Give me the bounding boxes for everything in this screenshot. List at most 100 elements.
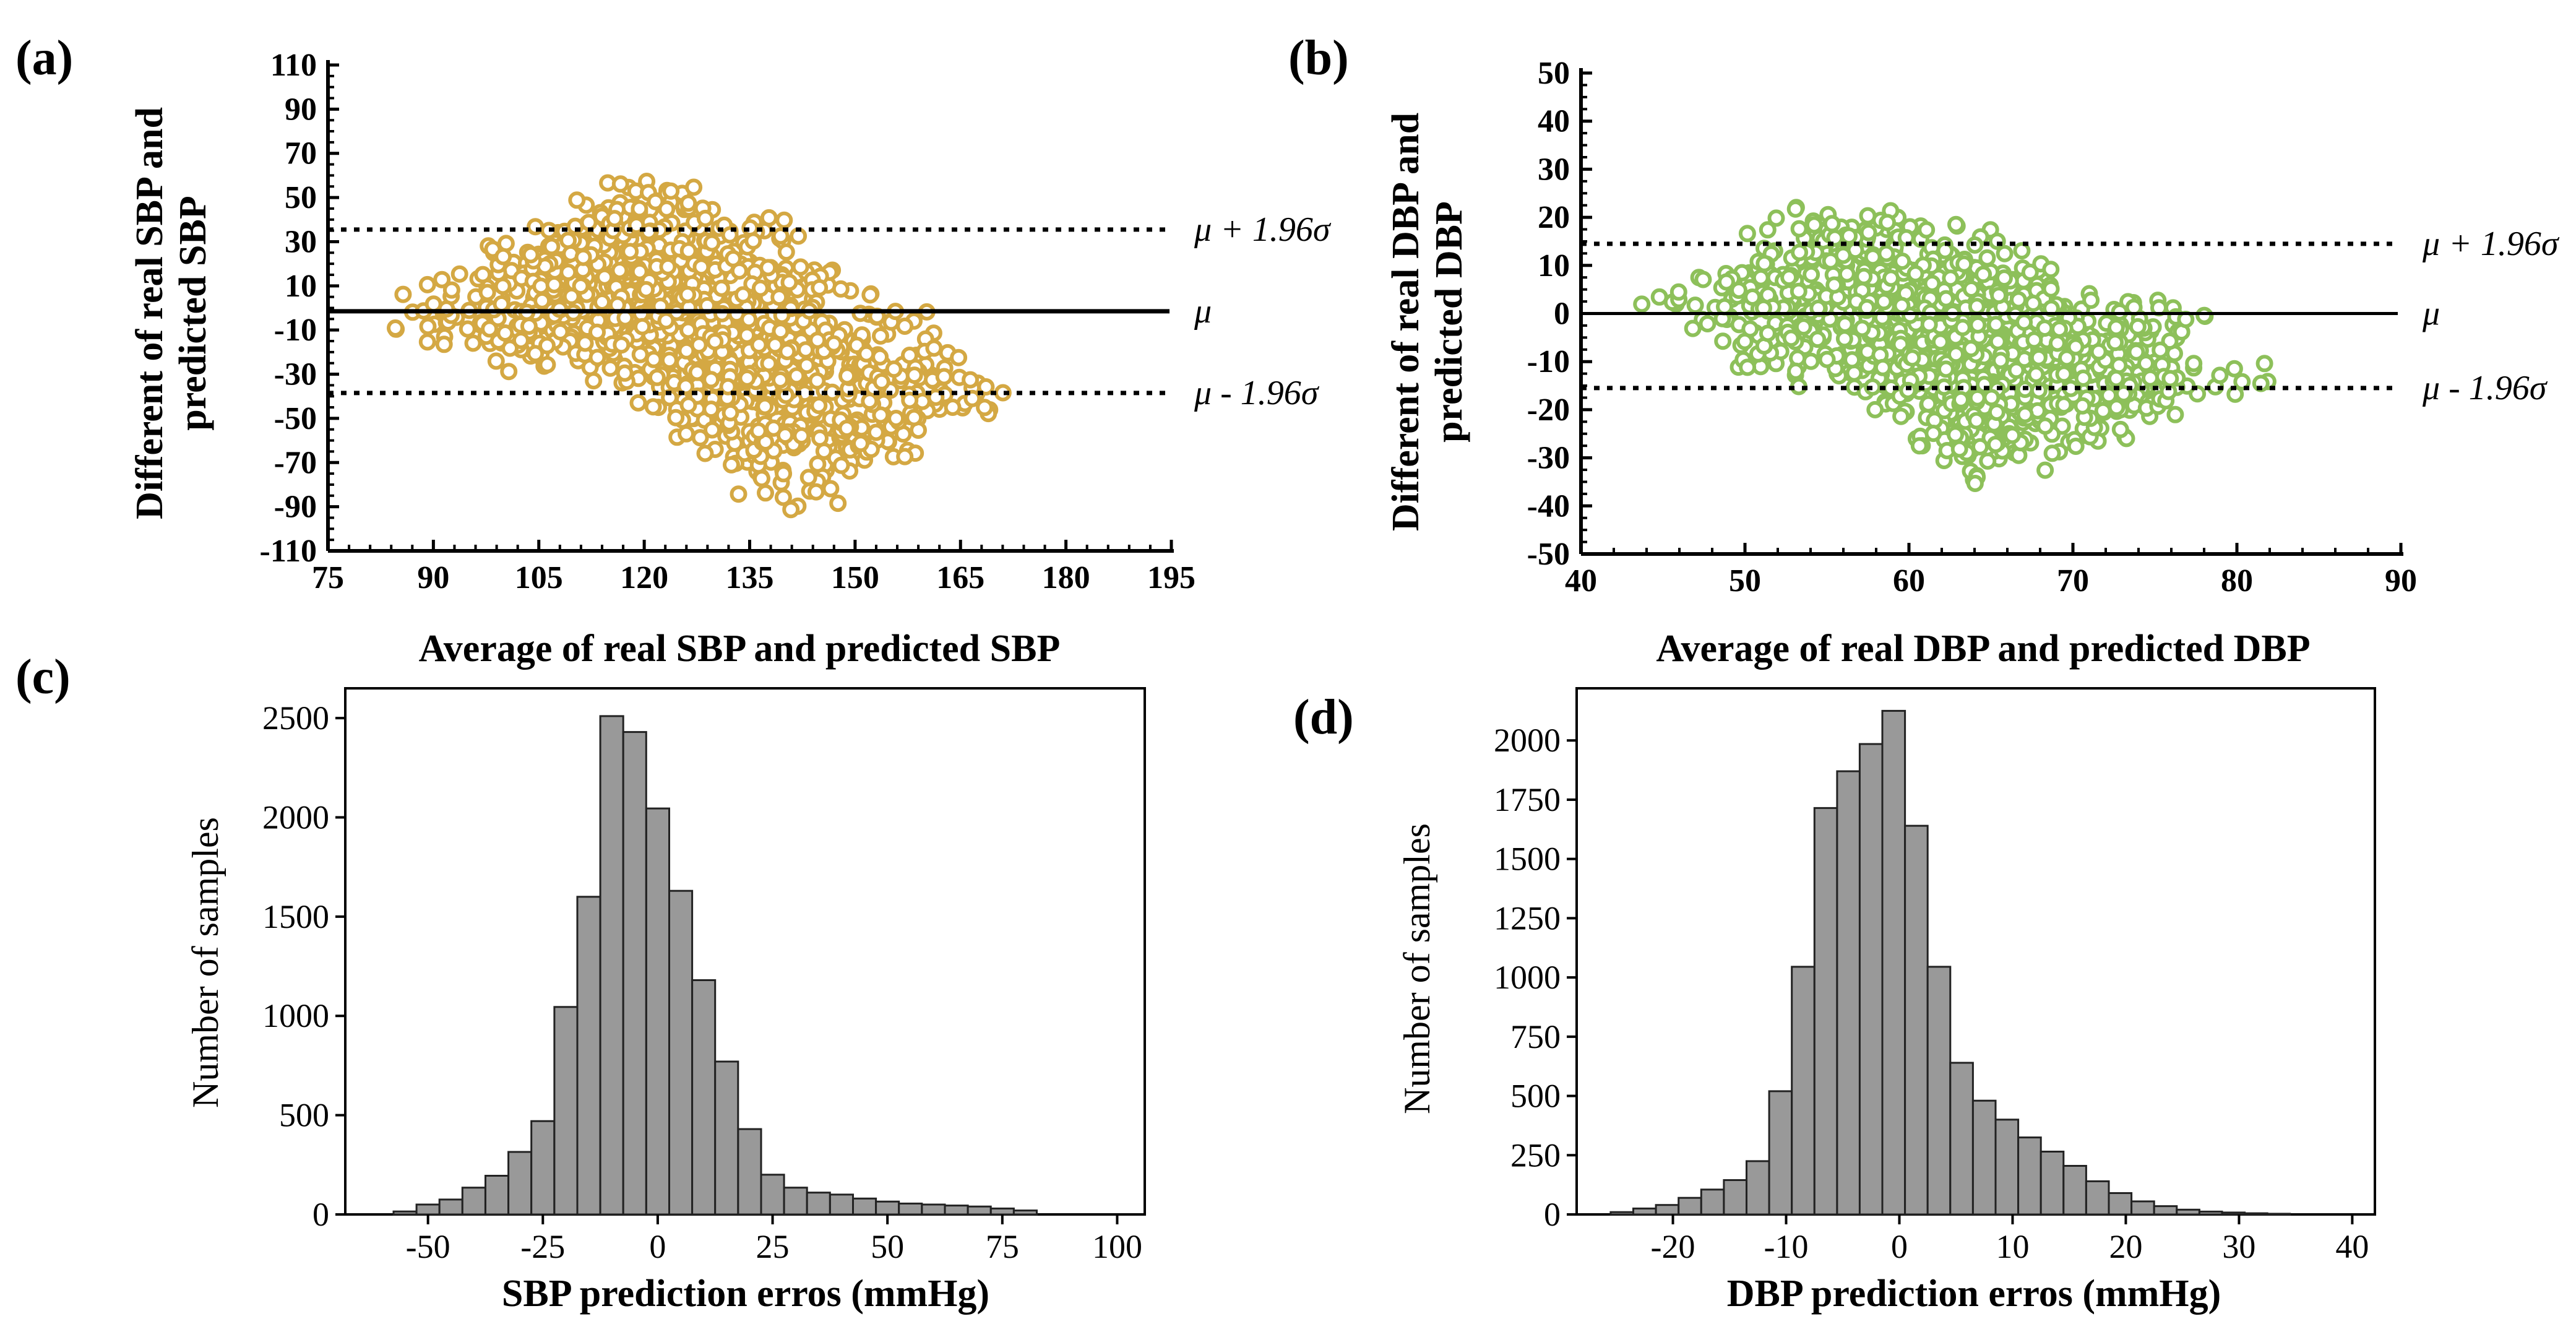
data-point xyxy=(1835,330,1853,348)
data-point xyxy=(2211,366,2229,384)
x-tick-label: 0 xyxy=(649,1228,666,1265)
data-point xyxy=(772,371,789,389)
data-point xyxy=(1669,283,1687,301)
data-point xyxy=(601,359,619,377)
data-point xyxy=(702,400,720,418)
data-point xyxy=(1968,298,1986,316)
panel-label-c: (c) xyxy=(15,650,71,704)
data-point xyxy=(1803,266,1820,283)
data-point xyxy=(1818,350,1836,368)
data-point xyxy=(2007,361,2025,379)
data-point xyxy=(1968,389,1986,407)
panel-a-bland-altman-sbp: 75 90 105 120 135 150 165 180 195 110 90 70 50 30 10 -1… xyxy=(129,48,1332,670)
histogram-bar xyxy=(2108,1192,2133,1216)
y-tick-label: 500 xyxy=(279,1097,329,1134)
data-point xyxy=(829,495,847,513)
y-tick-label: 1750 xyxy=(1494,781,1561,818)
data-point xyxy=(1988,404,2005,421)
data-point xyxy=(1955,255,1973,273)
data-point xyxy=(724,249,742,267)
data-point xyxy=(1874,358,1892,376)
y-tick-label: 250 xyxy=(1510,1136,1561,1174)
y-tick-label: 2000 xyxy=(1494,722,1561,759)
data-point xyxy=(760,355,778,373)
histogram-bar xyxy=(1949,1062,1974,1216)
data-point xyxy=(719,378,737,396)
data-point xyxy=(394,285,412,303)
data-point xyxy=(1859,223,1877,241)
data-point xyxy=(798,357,816,374)
y-tick-label: -110 xyxy=(260,534,317,569)
x-tick-label: -20 xyxy=(1651,1228,1695,1265)
data-point xyxy=(2255,355,2273,373)
y-tick-label: 110 xyxy=(270,48,317,83)
data-point xyxy=(559,264,577,281)
data-point xyxy=(1686,296,1704,314)
data-point xyxy=(825,335,843,353)
histogram-bar xyxy=(1994,1118,2020,1216)
histogram-bar xyxy=(485,1175,510,1216)
histogram-bar xyxy=(2221,1211,2246,1216)
data-point xyxy=(1952,391,1970,409)
histogram-bar xyxy=(737,1128,762,1216)
data-point xyxy=(496,324,514,342)
data-point xyxy=(791,258,809,276)
y-tick-label: -40 xyxy=(1527,488,1570,524)
x-axis-title: SBP prediction erros (mmHg) xyxy=(502,1273,989,1315)
data-point xyxy=(1855,267,1873,285)
data-point xyxy=(2055,365,2073,383)
histogram-bar xyxy=(1768,1090,1793,1216)
data-point xyxy=(2195,306,2213,324)
data-point xyxy=(629,394,647,412)
y-tick-label: 50 xyxy=(1538,56,1570,91)
x-tick-label: 20 xyxy=(2109,1228,2142,1265)
data-point xyxy=(690,336,708,354)
data-point xyxy=(692,258,710,276)
data-point xyxy=(474,266,492,283)
data-point xyxy=(631,345,649,363)
data-point xyxy=(2013,242,2031,260)
data-point xyxy=(1864,378,1882,396)
data-point xyxy=(1864,248,1882,266)
data-point xyxy=(757,484,774,502)
histogram-bar xyxy=(691,979,717,1216)
x-tick-label: 90 xyxy=(417,560,449,595)
data-point xyxy=(568,191,586,209)
data-point xyxy=(901,391,919,409)
data-point xyxy=(861,392,879,410)
data-point xyxy=(1840,227,1858,245)
data-point xyxy=(1893,296,1911,314)
x-tick-label: -10 xyxy=(1764,1228,1809,1265)
data-point xyxy=(1718,273,1735,291)
histogram-bar xyxy=(2130,1200,2155,1216)
data-point xyxy=(696,209,714,227)
data-point xyxy=(1989,332,2007,350)
panel-d-histogram-dbp: -20 -10 0 10 20 30 40 0 250 500 750 1000 1250 1500 175… xyxy=(1397,687,2376,1315)
data-point xyxy=(1931,333,1949,351)
histogram-bar xyxy=(1746,1160,1770,1216)
data-point xyxy=(1882,269,1900,287)
histogram-bar xyxy=(967,1205,992,1216)
data-point xyxy=(1767,209,1785,227)
data-point xyxy=(1968,412,1985,430)
data-point xyxy=(1906,265,1924,283)
histogram-bar xyxy=(2017,1136,2042,1216)
y-tick-label: -50 xyxy=(1527,537,1570,572)
histogram-bar xyxy=(392,1210,418,1216)
data-point xyxy=(538,356,556,374)
data-point xyxy=(621,243,639,261)
data-point xyxy=(450,265,468,283)
data-point xyxy=(659,257,677,275)
data-point xyxy=(1738,225,1756,243)
data-point xyxy=(1699,315,1717,332)
data-point xyxy=(1877,244,1895,262)
histogram-bar xyxy=(2198,1210,2223,1216)
data-point xyxy=(678,425,695,443)
data-point xyxy=(2106,334,2124,352)
data-point xyxy=(2010,291,2027,309)
scatter-cloud xyxy=(387,173,1012,519)
data-point xyxy=(1633,295,1651,313)
axes: 75 90 105 120 135 150 165 180 195 110 90 70 50 30 10 -1… xyxy=(260,48,1195,595)
histogram-bar xyxy=(1926,966,1952,1216)
